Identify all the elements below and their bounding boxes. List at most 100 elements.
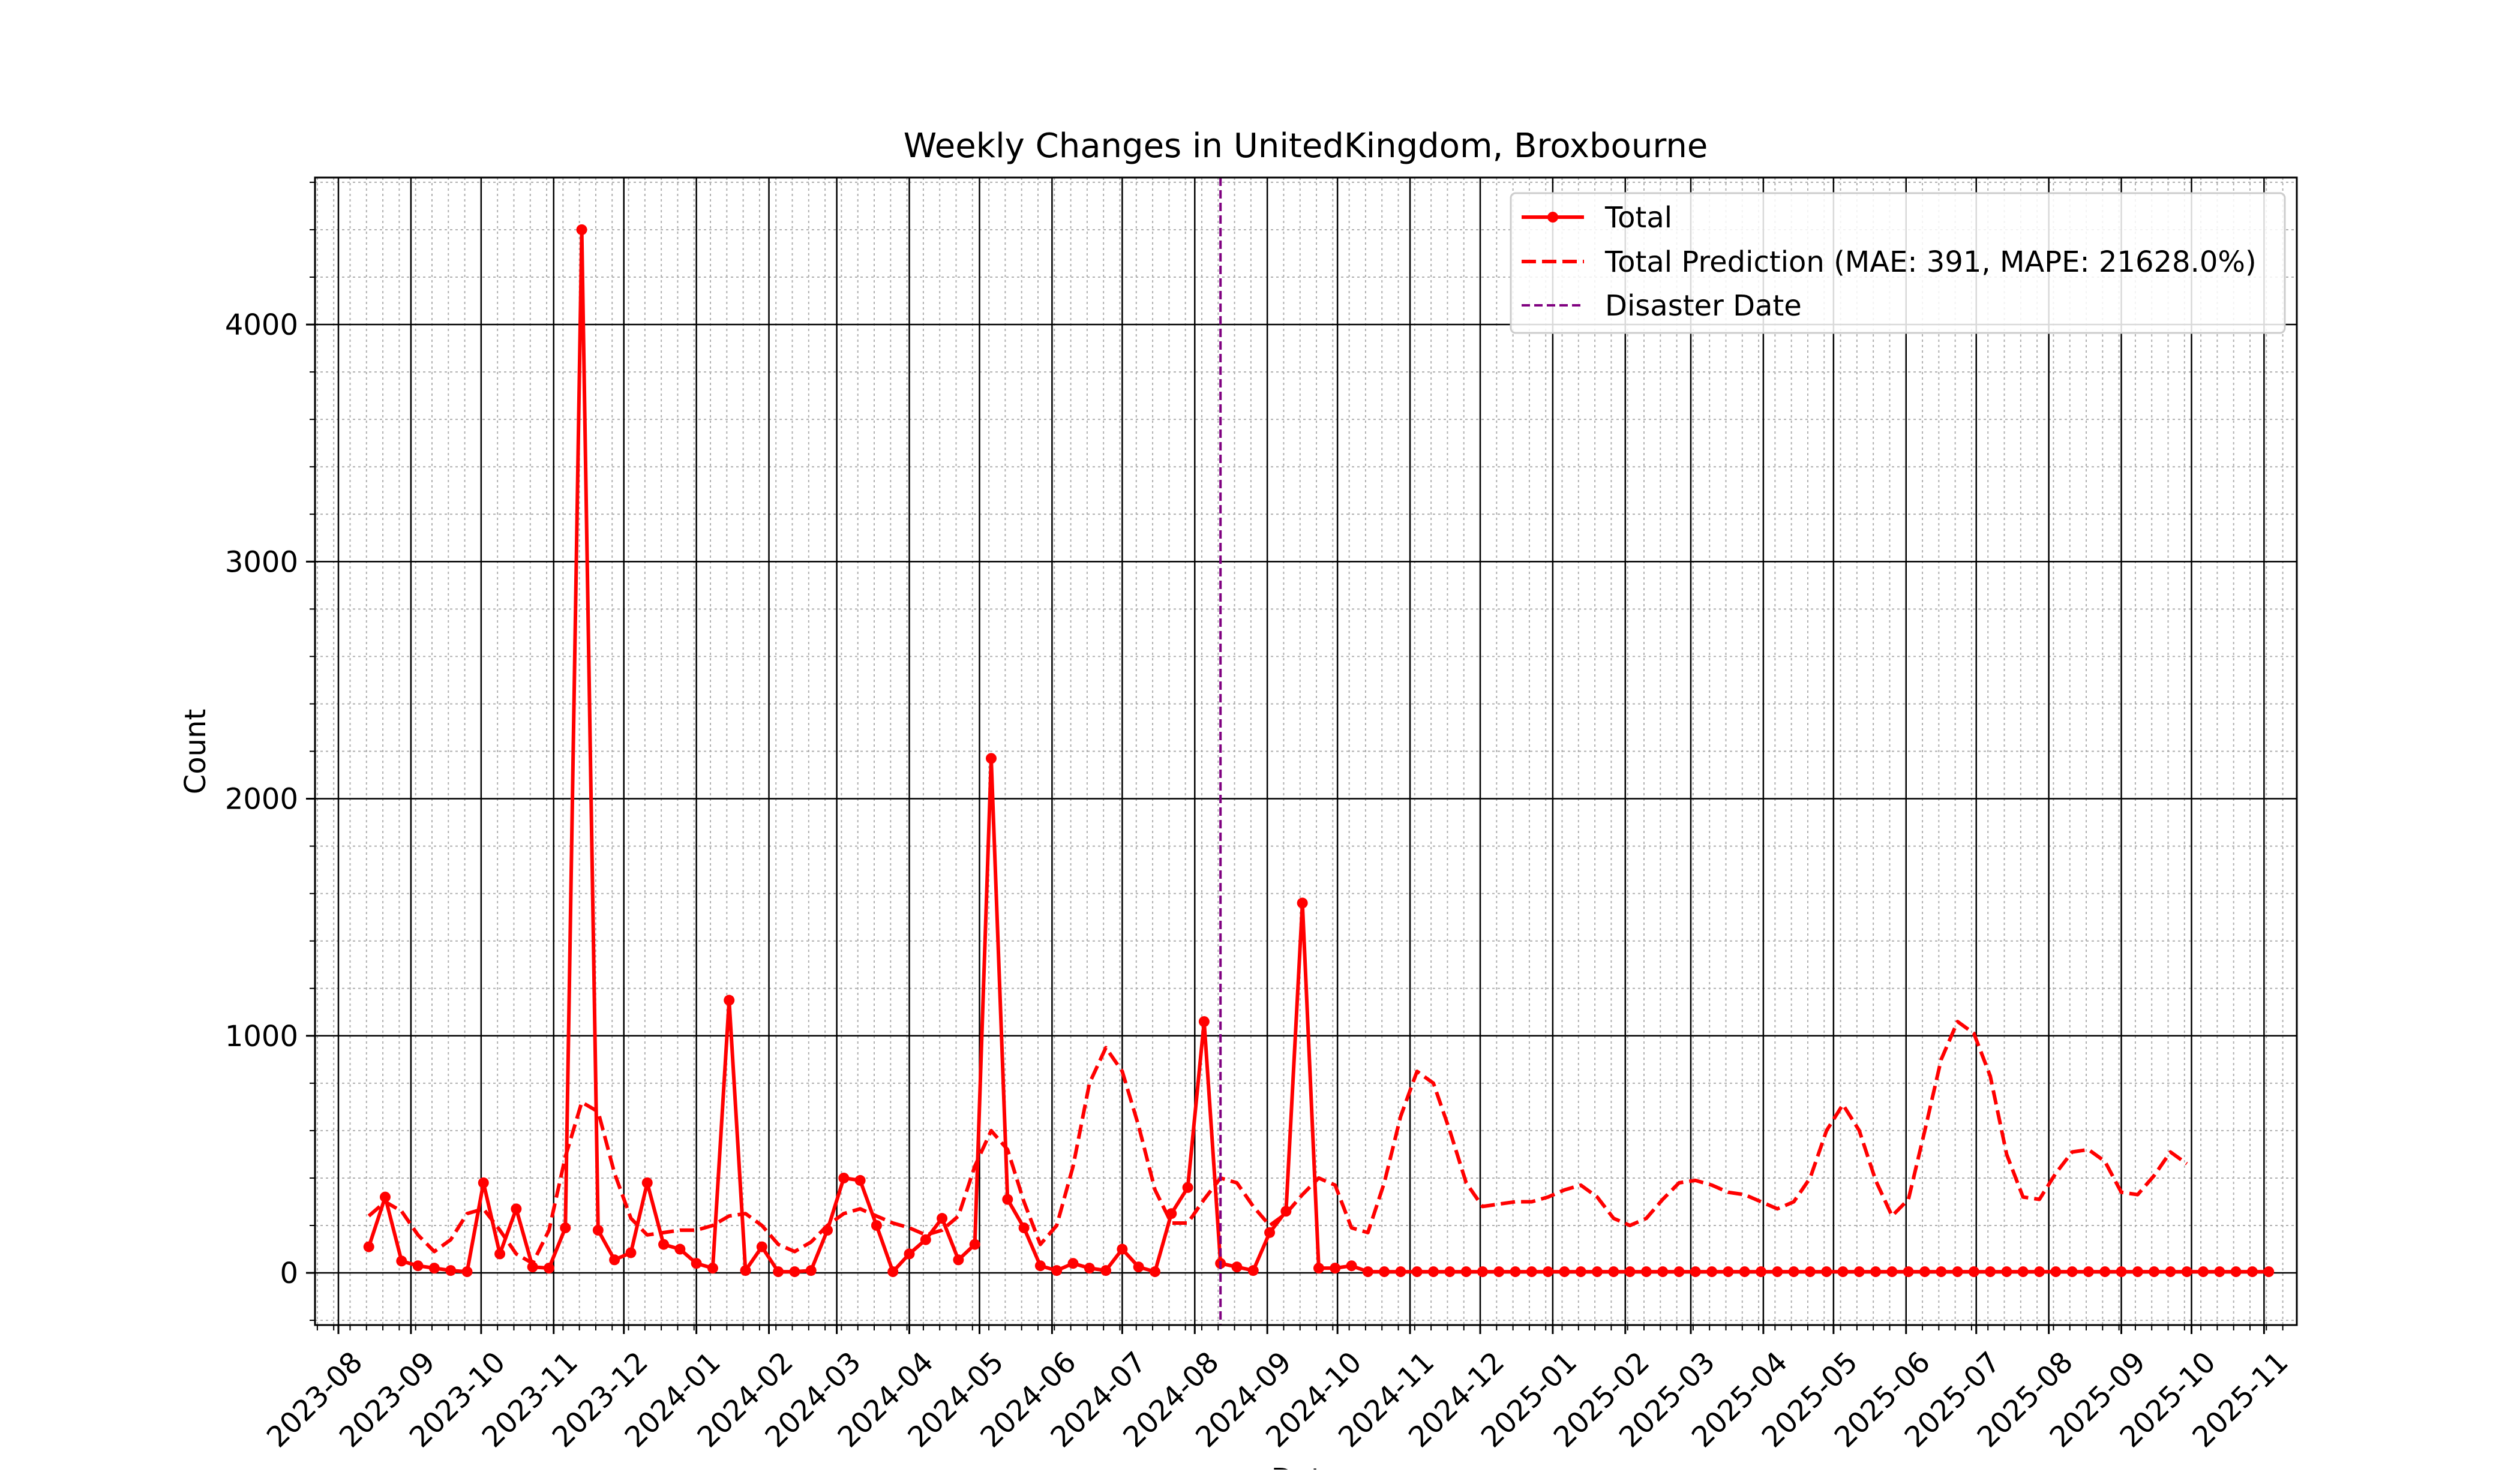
legend-total-marker bbox=[1547, 212, 1558, 223]
total-point bbox=[2214, 1266, 2225, 1278]
total-point bbox=[740, 1265, 751, 1276]
legend-prediction-label: Total Prediction (MAE: 391, MAPE: 21628.… bbox=[1604, 245, 2257, 279]
total-point bbox=[2050, 1266, 2062, 1278]
total-point bbox=[1297, 897, 1308, 909]
total-point bbox=[1853, 1266, 1865, 1278]
total-point bbox=[707, 1263, 718, 1274]
total-point bbox=[805, 1265, 817, 1276]
total-point bbox=[1264, 1227, 1276, 1238]
total-point bbox=[1559, 1266, 1570, 1278]
total-point bbox=[1592, 1266, 1603, 1278]
total-point bbox=[1919, 1266, 1930, 1278]
total-point bbox=[379, 1191, 391, 1203]
total-point bbox=[1051, 1265, 1063, 1276]
total-point bbox=[2181, 1266, 2192, 1278]
total-point bbox=[1706, 1266, 1718, 1278]
total-point bbox=[920, 1234, 931, 1245]
total-point bbox=[1968, 1266, 1979, 1278]
total-point bbox=[1870, 1266, 1882, 1278]
total-point bbox=[1002, 1194, 1013, 1205]
total-point bbox=[1657, 1266, 1669, 1278]
total-point bbox=[2132, 1266, 2143, 1278]
total-point bbox=[691, 1258, 702, 1269]
y-tick-label: 3000 bbox=[225, 545, 298, 579]
total-point bbox=[1510, 1266, 1521, 1278]
total-point bbox=[2083, 1266, 2094, 1278]
total-point bbox=[1313, 1263, 1324, 1274]
y-axis-label: Count bbox=[179, 709, 212, 795]
total-point bbox=[1198, 1016, 1210, 1028]
total-point bbox=[592, 1224, 604, 1236]
total-point bbox=[2017, 1266, 2029, 1278]
total-point bbox=[1772, 1266, 1783, 1278]
total-point bbox=[1395, 1266, 1406, 1278]
total-point bbox=[756, 1241, 767, 1252]
total-point bbox=[2001, 1266, 2012, 1278]
y-tick-label: 1000 bbox=[225, 1020, 298, 1053]
total-point bbox=[494, 1248, 506, 1260]
total-point bbox=[658, 1239, 670, 1250]
total-point bbox=[543, 1263, 554, 1274]
total-point bbox=[1034, 1260, 1046, 1272]
total-point bbox=[396, 1255, 407, 1267]
total-point bbox=[953, 1254, 964, 1266]
total-point bbox=[1640, 1266, 1652, 1278]
y-tick-label: 2000 bbox=[225, 783, 298, 816]
total-point bbox=[2066, 1266, 2078, 1278]
total-point bbox=[1837, 1266, 1849, 1278]
total-point bbox=[937, 1213, 948, 1224]
total-point bbox=[724, 995, 735, 1006]
y-tick-label: 0 bbox=[280, 1257, 298, 1290]
total-point bbox=[1788, 1266, 1799, 1278]
total-point bbox=[2116, 1266, 2127, 1278]
total-point bbox=[625, 1247, 637, 1258]
total-point bbox=[985, 753, 997, 764]
total-point bbox=[969, 1239, 980, 1250]
total-point bbox=[1739, 1266, 1750, 1278]
total-point bbox=[1084, 1263, 1095, 1274]
legend-disaster-label: Disaster Date bbox=[1605, 289, 1802, 323]
total-point bbox=[1608, 1266, 1619, 1278]
total-point bbox=[1575, 1266, 1586, 1278]
total-point bbox=[1247, 1265, 1259, 1276]
total-point bbox=[871, 1219, 882, 1231]
y-tick-label: 4000 bbox=[225, 308, 298, 342]
chart-title: Weekly Changes in UnitedKingdom, Broxbou… bbox=[904, 127, 1708, 166]
total-point bbox=[511, 1203, 522, 1215]
total-point bbox=[1411, 1266, 1423, 1278]
total-point bbox=[1755, 1266, 1766, 1278]
total-point bbox=[2198, 1266, 2209, 1278]
total-point bbox=[773, 1266, 784, 1278]
total-point bbox=[478, 1177, 489, 1188]
total-point bbox=[1936, 1266, 1947, 1278]
total-point bbox=[1330, 1263, 1341, 1274]
total-point bbox=[1018, 1222, 1030, 1233]
total-point bbox=[1428, 1266, 1439, 1278]
total-point bbox=[1723, 1266, 1734, 1278]
total-point bbox=[1460, 1266, 1472, 1278]
total-point bbox=[1379, 1266, 1390, 1278]
prediction-line bbox=[367, 1020, 2188, 1266]
y-axis: 0 1000 2000 3000 4000 bbox=[225, 181, 315, 1321]
total-point bbox=[1149, 1266, 1160, 1278]
total-point bbox=[2034, 1266, 2045, 1278]
total-point bbox=[1952, 1266, 1963, 1278]
total-point bbox=[1624, 1266, 1636, 1278]
total-point bbox=[2246, 1266, 2258, 1278]
total-point bbox=[363, 1241, 374, 1252]
total-point bbox=[1493, 1266, 1505, 1278]
total-point bbox=[560, 1222, 571, 1233]
x-axis-label: Date bbox=[1271, 1462, 1340, 1470]
total-point bbox=[1117, 1243, 1128, 1255]
total-point bbox=[2263, 1266, 2275, 1278]
total-point bbox=[2149, 1266, 2160, 1278]
total-point bbox=[2165, 1266, 2176, 1278]
legend-total-label: Total bbox=[1604, 201, 1672, 235]
total-point bbox=[1804, 1266, 1816, 1278]
total-point bbox=[641, 1177, 653, 1188]
total-point bbox=[1690, 1266, 1701, 1278]
total-point bbox=[1362, 1266, 1373, 1278]
total-point bbox=[1477, 1266, 1488, 1278]
total-point bbox=[904, 1248, 915, 1260]
